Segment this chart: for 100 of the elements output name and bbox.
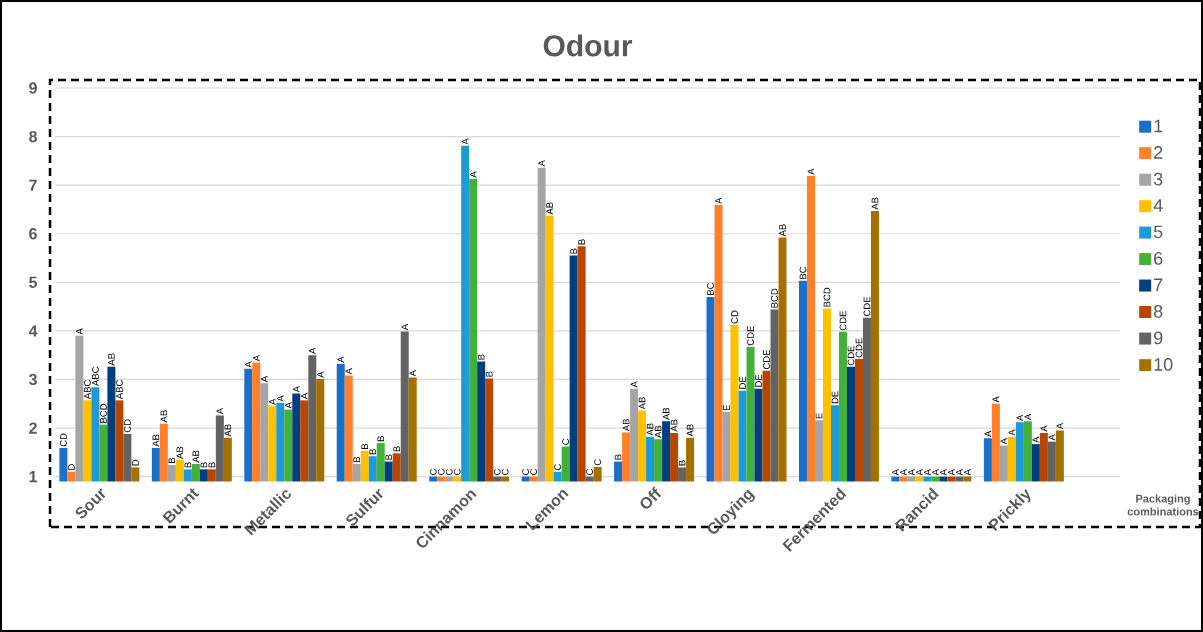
data-label: A <box>630 381 638 388</box>
data-label: CDE <box>763 349 770 370</box>
data-label: A <box>309 347 316 354</box>
data-label: A <box>1000 438 1008 445</box>
data-label: E <box>723 404 730 411</box>
data-label: B <box>353 456 360 463</box>
data-label: A <box>345 368 352 375</box>
y-tick-label: 8 <box>29 130 37 143</box>
data-label: D <box>68 464 75 470</box>
data-label: A <box>1040 425 1048 432</box>
data-label: AB <box>108 353 115 366</box>
data-label: BCD <box>100 403 107 423</box>
data-label: AB <box>686 424 694 437</box>
legend-label: 7 <box>1154 278 1163 291</box>
data-label: A <box>924 469 931 476</box>
data-label: C <box>453 468 461 475</box>
data-label: AB <box>192 450 200 463</box>
data-label: A <box>715 197 722 204</box>
data-label: CDE <box>863 296 871 317</box>
data-label: D <box>132 459 139 466</box>
legend-label: 8 <box>1153 304 1163 318</box>
data-label: B <box>570 248 577 254</box>
data-label: CD <box>124 419 131 433</box>
data-label: DE <box>831 391 839 404</box>
data-label: BC <box>799 266 807 279</box>
data-label: C <box>501 468 509 475</box>
data-label: B <box>184 462 192 468</box>
data-label: AB <box>546 202 553 215</box>
data-label: AB <box>654 425 662 439</box>
data-label: A <box>1056 422 1064 430</box>
data-label: AB <box>622 419 630 432</box>
data-label: B <box>614 454 622 460</box>
data-label: AB <box>152 434 160 447</box>
data-label: DE <box>739 376 746 389</box>
data-label: C <box>493 468 501 475</box>
data-label: C <box>437 468 445 475</box>
chart-title: Odour <box>543 34 633 57</box>
data-label: A <box>538 160 545 167</box>
data-label: A <box>900 469 907 476</box>
data-label: B <box>200 462 208 468</box>
data-label: BCD <box>823 287 831 307</box>
data-label: A <box>461 138 469 145</box>
y-tick-label: 7 <box>29 179 37 191</box>
y-tick-label: 4 <box>28 325 38 337</box>
data-label: C <box>586 468 593 475</box>
data-label: A <box>992 396 1000 403</box>
data-label: B <box>477 354 485 360</box>
legend-label: 6 <box>1154 252 1163 265</box>
data-label: CDE <box>747 326 754 346</box>
data-label: ABC <box>84 379 91 400</box>
data-label: AB <box>224 424 232 437</box>
y-tick-label: 3 <box>28 373 37 386</box>
data-label: A <box>253 354 260 362</box>
data-label: C <box>554 464 561 471</box>
y-tick-label: 9 <box>29 82 37 94</box>
data-label: E <box>815 413 823 419</box>
data-label: C <box>562 438 569 445</box>
data-label: B <box>578 239 585 245</box>
data-label: AB <box>779 224 786 237</box>
data-label: BC <box>707 282 714 295</box>
data-label: DE <box>755 374 762 387</box>
data-label: A <box>984 430 992 438</box>
data-label: C <box>445 468 453 475</box>
legend-label: 1 <box>1154 119 1163 133</box>
data-label: B <box>361 443 368 449</box>
legend-label: 5 <box>1153 225 1163 239</box>
data-label: A <box>932 469 939 476</box>
data-label: A <box>269 398 276 405</box>
data-label: CDE <box>839 311 847 331</box>
data-label: A <box>409 370 416 377</box>
data-label: A <box>892 469 899 476</box>
data-label: A <box>1016 414 1024 422</box>
data-label: B <box>208 462 216 468</box>
x-tick-label: Off <box>640 486 662 509</box>
data-label: A <box>293 386 300 393</box>
data-label: A <box>908 469 915 476</box>
data-label: A <box>964 469 971 476</box>
data-label: B <box>377 436 384 442</box>
y-tick-label: 2 <box>29 422 37 434</box>
data-label: A <box>1032 436 1040 443</box>
data-label: AB <box>670 419 678 432</box>
data-label: A <box>940 469 947 476</box>
data-label: BCD <box>771 288 778 308</box>
data-label: AB <box>646 423 654 436</box>
data-label: A <box>216 407 224 415</box>
data-label: B <box>393 446 400 452</box>
data-label: B <box>485 371 493 377</box>
data-label: A <box>76 328 83 335</box>
data-label: ABC <box>92 366 99 387</box>
data-label: CDE <box>847 346 855 366</box>
data-label: C <box>530 468 537 475</box>
legend-label: 3 <box>1153 172 1163 186</box>
data-label: C <box>429 468 437 475</box>
data-label: C <box>522 468 529 475</box>
data-label: A <box>807 168 815 175</box>
data-label: B <box>369 449 376 455</box>
data-label: A <box>1008 429 1016 436</box>
data-label: AB <box>662 407 670 421</box>
data-label: A <box>916 469 923 476</box>
data-label: A <box>245 361 252 368</box>
